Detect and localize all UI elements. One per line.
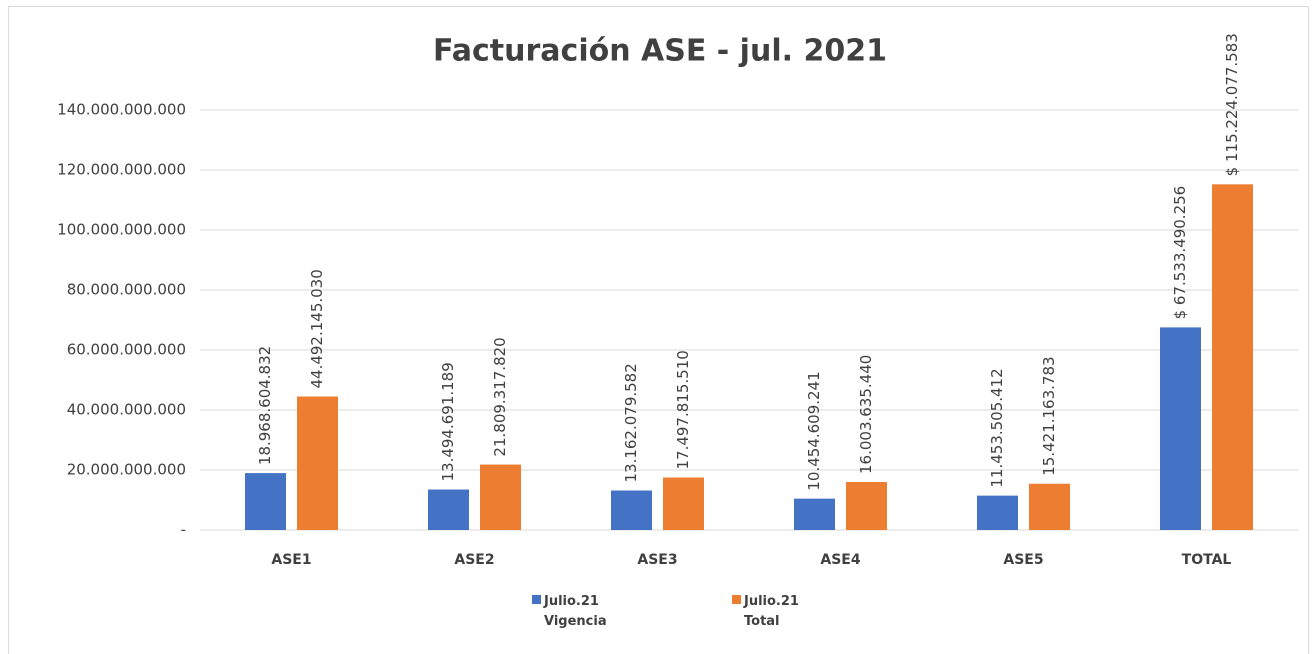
bar bbox=[245, 473, 286, 530]
x-tick-label: ASE3 bbox=[637, 552, 677, 568]
legend-label: Julio.21 Vigencia bbox=[544, 594, 607, 629]
y-tick-label: 60.000.000.000 bbox=[67, 341, 186, 359]
bar bbox=[846, 481, 887, 530]
data-label: 15.421.163.783 bbox=[1040, 356, 1058, 475]
bar bbox=[794, 498, 835, 530]
chart-border bbox=[8, 6, 1309, 654]
bar bbox=[611, 490, 652, 530]
y-tick-label: 140.000.000.000 bbox=[57, 101, 186, 119]
bar bbox=[1212, 184, 1253, 531]
legend-swatch bbox=[732, 595, 741, 604]
legend-item: Julio.21 Vigencia bbox=[532, 592, 702, 632]
data-label: 21.809.317.820 bbox=[491, 337, 509, 456]
data-label: 44.492.145.030 bbox=[308, 269, 326, 388]
y-tick-label: 80.000.000.000 bbox=[67, 281, 186, 299]
x-tick-label: TOTAL bbox=[1182, 552, 1232, 568]
y-tick-label: 120.000.000.000 bbox=[57, 161, 186, 179]
data-label: 17.497.815.510 bbox=[674, 350, 692, 469]
data-label: $ 67.533.490.256 bbox=[1171, 186, 1189, 320]
data-label: 11.453.505.412 bbox=[988, 368, 1006, 487]
legend-item: Julio.21 Total bbox=[732, 592, 902, 632]
y-tick-label: 100.000.000.000 bbox=[57, 221, 186, 239]
data-label: 13.162.079.582 bbox=[622, 363, 640, 482]
data-label: 13.494.691.189 bbox=[439, 362, 457, 481]
data-label: $ 115.224.077.583 bbox=[1223, 33, 1241, 176]
data-label: 16.003.635.440 bbox=[857, 355, 875, 474]
bar bbox=[1029, 483, 1070, 530]
chart-title: Facturación ASE - jul. 2021 bbox=[433, 34, 887, 69]
x-tick-label: ASE4 bbox=[820, 552, 860, 568]
data-label: 18.968.604.832 bbox=[256, 346, 274, 465]
x-tick-label: ASE2 bbox=[454, 552, 494, 568]
bar bbox=[977, 495, 1018, 530]
legend-label: Julio.21 Total bbox=[744, 594, 799, 629]
x-tick-label: ASE1 bbox=[271, 552, 311, 568]
bar bbox=[1160, 327, 1201, 530]
legend-swatch bbox=[532, 595, 541, 604]
bar bbox=[297, 396, 338, 530]
bar bbox=[480, 464, 521, 530]
bar bbox=[428, 489, 469, 530]
y-tick-label: - bbox=[181, 521, 186, 539]
y-tick-label: 20.000.000.000 bbox=[67, 461, 186, 479]
bar bbox=[663, 477, 704, 530]
y-tick-label: 40.000.000.000 bbox=[67, 401, 186, 419]
x-tick-label: ASE5 bbox=[1003, 552, 1043, 568]
data-label: 10.454.609.241 bbox=[805, 371, 823, 490]
legend: Julio.21 Vigencia Julio.21 Total bbox=[532, 592, 902, 632]
